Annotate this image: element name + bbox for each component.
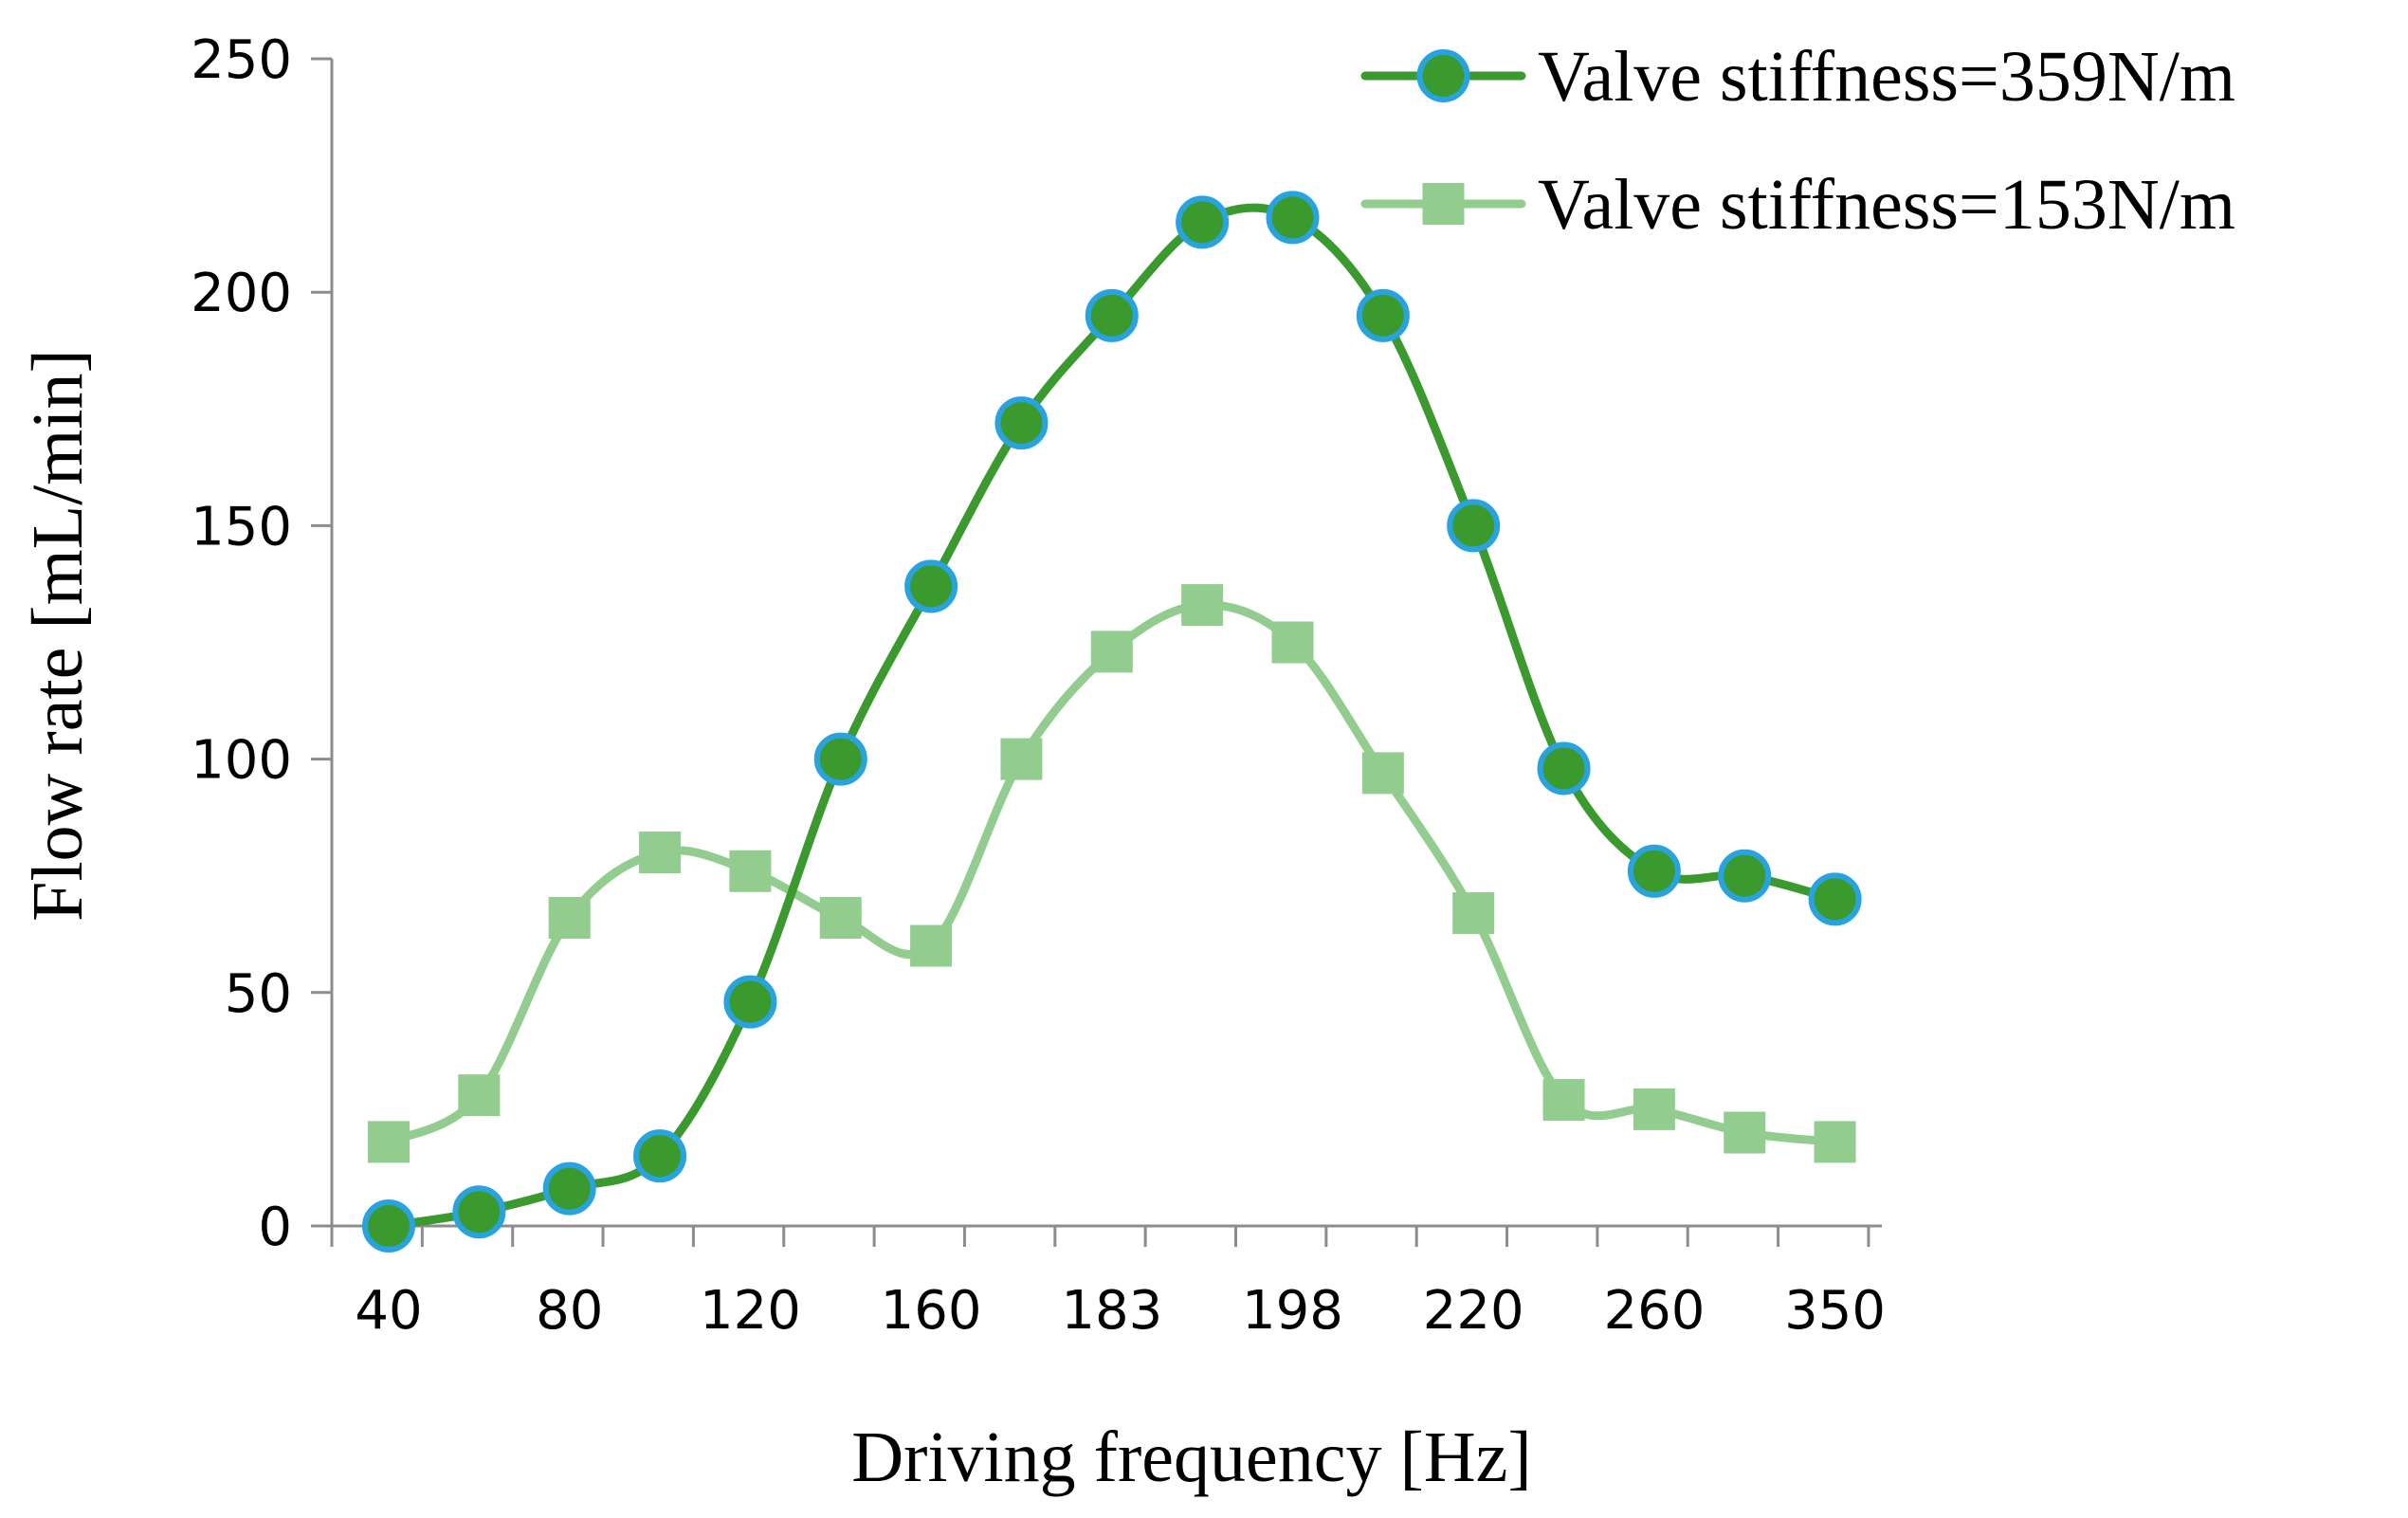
data-point	[910, 924, 953, 967]
data-point	[1181, 584, 1224, 627]
data-point	[1724, 1111, 1766, 1154]
series-line	[384, 203, 1840, 1231]
data-point	[1176, 195, 1230, 249]
data-point	[819, 897, 862, 940]
legend-entry-2: Valve stiffness=153N/m	[1360, 165, 2235, 245]
series-1	[362, 191, 1862, 1253]
series-2	[368, 584, 1856, 1163]
data-point	[904, 559, 958, 613]
data-point	[813, 732, 867, 786]
data-point	[1633, 1088, 1675, 1130]
data-point	[1447, 499, 1501, 553]
data-point	[362, 1199, 415, 1253]
x-tick-label: 220	[1423, 1280, 1524, 1342]
legend-entry-1: Valve stiffness=359N/m	[1360, 37, 2235, 117]
data-point	[639, 832, 682, 874]
y-tick-label: 150	[191, 496, 292, 558]
y-tick-label: 250	[191, 29, 292, 91]
data-point	[1266, 191, 1320, 245]
data-point	[368, 1121, 410, 1163]
data-point	[1814, 1121, 1856, 1163]
axes: 0 50 100 150 200 250 40 80 120 160 183 198 220 260 350	[191, 29, 1886, 1342]
data-point	[548, 897, 591, 940]
data-point	[1361, 752, 1404, 795]
data-point	[633, 1129, 687, 1183]
data-point	[994, 396, 1049, 450]
data-point	[1808, 872, 1862, 926]
data-point	[452, 1185, 506, 1239]
data-point	[1356, 288, 1410, 342]
data-point	[1271, 621, 1314, 664]
legend: Valve stiffness=359N/m Valve stiffness=15…	[1360, 37, 2235, 245]
data-point	[1627, 844, 1681, 898]
y-tick-label: 0	[258, 1197, 292, 1258]
y-tick-label: 200	[191, 263, 292, 324]
x-tick-label: 183	[1061, 1280, 1162, 1342]
legend-label: Valve stiffness=153N/m	[1538, 165, 2235, 245]
x-axis-title: Driving frequency [Hz]	[851, 1417, 1531, 1497]
data-point	[729, 850, 772, 892]
data-point	[1452, 892, 1495, 935]
data-point	[1537, 741, 1591, 796]
data-point	[1000, 738, 1043, 780]
y-tick-label: 50	[225, 963, 292, 1025]
x-tick-label: 40	[355, 1280, 422, 1342]
y-tick-label: 100	[191, 730, 292, 792]
data-point	[1718, 849, 1772, 903]
data-point	[542, 1161, 596, 1216]
x-tick-label: 160	[881, 1280, 982, 1342]
series-line	[384, 600, 1840, 1146]
x-tick-label: 198	[1242, 1280, 1343, 1342]
x-tick-label: 120	[700, 1280, 801, 1342]
x-tick-label: 350	[1784, 1280, 1886, 1342]
data-point	[1085, 288, 1139, 342]
series-layer	[362, 191, 1862, 1253]
y-axis-title: Flow rate [mL/min]	[18, 349, 98, 922]
legend-marker	[1416, 49, 1470, 102]
data-point	[1090, 631, 1133, 673]
data-point	[723, 975, 777, 1029]
legend-marker	[1422, 183, 1465, 225]
x-tick-label: 80	[536, 1280, 603, 1342]
data-point	[458, 1074, 501, 1117]
legend-label: Valve stiffness=359N/m	[1538, 37, 2235, 117]
x-tick-label: 260	[1603, 1280, 1705, 1342]
data-point	[1542, 1079, 1585, 1122]
